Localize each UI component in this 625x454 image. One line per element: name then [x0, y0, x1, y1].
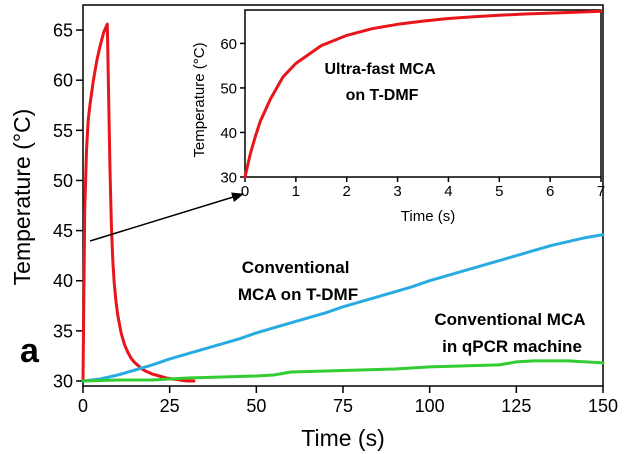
inset-series-group	[243, 9, 603, 179]
main-y-tick-label: 45	[53, 221, 73, 241]
main-y-tick-label: 30	[53, 371, 73, 391]
series-line-blue	[81, 233, 605, 383]
main-y-ticks: 30 35 40 45 50 55 60 65	[53, 21, 83, 391]
annotation-conventional-tdmf-line1: Conventional	[242, 258, 350, 277]
main-y-tick-label: 60	[53, 71, 73, 91]
annotation-conventional-qpcr-line2: in qPCR machine	[442, 337, 582, 356]
series-line-green	[81, 359, 605, 383]
annotation-ultrafast-line1: Ultra-fast MCA	[325, 61, 437, 78]
main-x-ticks: 0 25 50 75 100 125 150	[78, 386, 618, 416]
inset-x-tick-label: 5	[495, 183, 503, 200]
inset-y-ticks: 30 40 50 60	[220, 36, 245, 186]
inset-x-tick-label: 3	[393, 183, 401, 200]
inset-x-tick-label: 2	[343, 183, 351, 200]
inset-plot-frame	[244, 9, 602, 178]
inset-background	[245, 10, 601, 177]
annotation-conventional-tdmf-line2: MCA on T-DMF	[238, 285, 358, 304]
inset-x-tick-label: 0	[241, 183, 249, 200]
main-y-axis-title: Temperature (°C)	[9, 109, 35, 286]
inset-y-axis-title: Temperature (°C)	[191, 42, 208, 157]
main-x-tick-label: 100	[415, 396, 445, 416]
inset-x-tick-label: 1	[292, 183, 300, 200]
inset-x-axis-title: Time (s)	[401, 208, 455, 225]
main-y-tick-label: 40	[53, 271, 73, 291]
main-x-axis-title: Time (s)	[301, 425, 384, 451]
main-y-tick-label: 35	[53, 321, 73, 341]
main-x-tick-label: 0	[78, 396, 88, 416]
series-line-red	[81, 22, 196, 383]
inset-x-ticks: 0 1 2 3 4 5 6 7	[241, 177, 605, 200]
inset-series-line-red	[243, 9, 603, 179]
main-y-tick-label: 55	[53, 121, 73, 141]
annotation-conventional-qpcr: Conventional MCA in qPCR machine	[434, 310, 589, 356]
inset-pointer-arrow	[89, 192, 244, 242]
annotation-ultrafast-line2: on T-DMF	[346, 87, 419, 104]
inset-x-tick-label: 4	[444, 183, 452, 200]
main-y-tick-label: 65	[53, 21, 73, 41]
inset-y-tick-label: 60	[220, 36, 237, 53]
main-y-tick-label: 50	[53, 171, 73, 191]
annotation-conventional-tdmf: Conventional MCA on T-DMF	[238, 258, 358, 304]
main-x-tick-label: 25	[160, 396, 180, 416]
inset-y-tick-label: 30	[220, 169, 237, 186]
main-x-tick-label: 75	[333, 396, 353, 416]
inset-x-tick-label: 7	[597, 183, 605, 200]
inset-y-tick-label: 40	[220, 125, 237, 142]
main-x-tick-label: 150	[588, 396, 618, 416]
panel-label: a	[20, 332, 40, 370]
inset-x-tick-label: 6	[546, 183, 554, 200]
inset-y-tick-label: 50	[220, 80, 237, 97]
main-x-tick-label: 50	[246, 396, 266, 416]
annotation-conventional-qpcr-line1: Conventional MCA	[434, 310, 585, 329]
main-x-tick-label: 125	[501, 396, 531, 416]
main-series-group	[81, 22, 605, 383]
annotation-ultrafast: Ultra-fast MCA on T-DMF	[325, 61, 440, 104]
